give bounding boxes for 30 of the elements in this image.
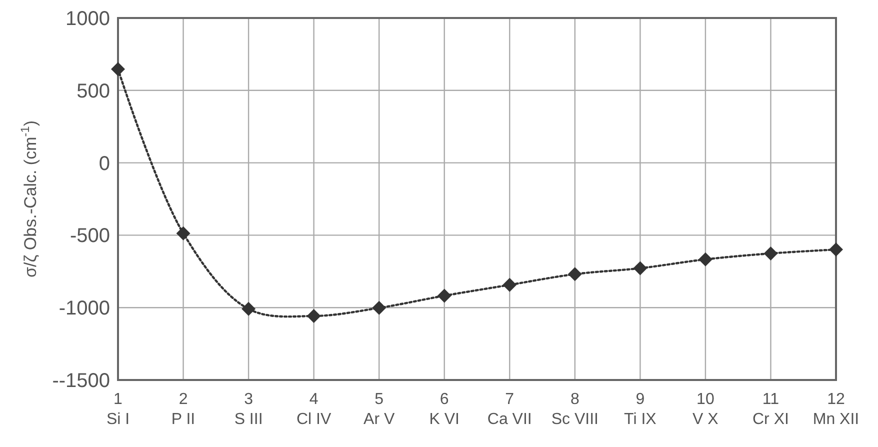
point — [242, 302, 256, 316]
x-tick-label: 11 Cr XI — [752, 391, 789, 428]
point — [829, 242, 843, 257]
point — [306, 309, 321, 323]
x-tick-label: 2 P II — [171, 391, 196, 428]
point — [372, 300, 386, 315]
x-tick-label: 6 K VI — [429, 391, 460, 428]
point — [111, 62, 125, 76]
x-tick-label: 3 S III — [234, 391, 263, 428]
y-tick-label: 500 — [76, 80, 110, 102]
x-tick-label: 12 Mn XII — [812, 391, 860, 428]
x-tick-label: 4 Cl IV — [296, 391, 332, 428]
x-tick-label: 1 Si I — [106, 391, 130, 428]
y-tick-label: 0 — [98, 152, 110, 175]
y-tick-label: -1000 — [58, 298, 110, 320]
y-tick-label: -500 — [70, 225, 110, 248]
point — [764, 246, 778, 260]
x-tick-label: 10 V X — [692, 391, 719, 428]
point — [437, 288, 452, 303]
y-tick-label: --1500 — [52, 370, 110, 392]
x-tick-label: 7 Ca VII — [487, 391, 532, 428]
x-tick-label: 8 Sc VIII — [551, 391, 598, 428]
point — [698, 252, 712, 266]
x-tick-label: 5 Ar V — [364, 391, 395, 428]
point — [502, 278, 517, 292]
point — [633, 261, 648, 276]
y-tick-label: 1000 — [66, 8, 110, 30]
x-tick-label: 9 Ti IX — [624, 391, 657, 428]
point — [176, 226, 190, 240]
point — [568, 267, 582, 282]
